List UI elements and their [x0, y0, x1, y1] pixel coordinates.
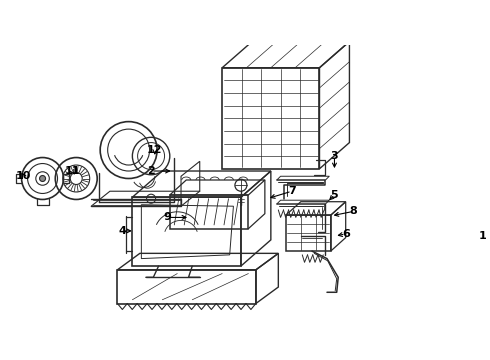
Text: 1: 1 — [479, 231, 487, 241]
Text: 9: 9 — [164, 212, 171, 222]
Text: 10: 10 — [16, 171, 31, 181]
Text: 4: 4 — [119, 226, 126, 236]
Text: 7: 7 — [288, 186, 295, 196]
Text: 11: 11 — [65, 166, 80, 176]
Text: 2: 2 — [147, 166, 155, 176]
Text: 3: 3 — [331, 151, 338, 161]
Text: 12: 12 — [147, 145, 163, 155]
Text: 5: 5 — [331, 190, 338, 200]
Text: 6: 6 — [342, 229, 350, 239]
Circle shape — [40, 176, 46, 181]
Text: 8: 8 — [349, 206, 357, 216]
